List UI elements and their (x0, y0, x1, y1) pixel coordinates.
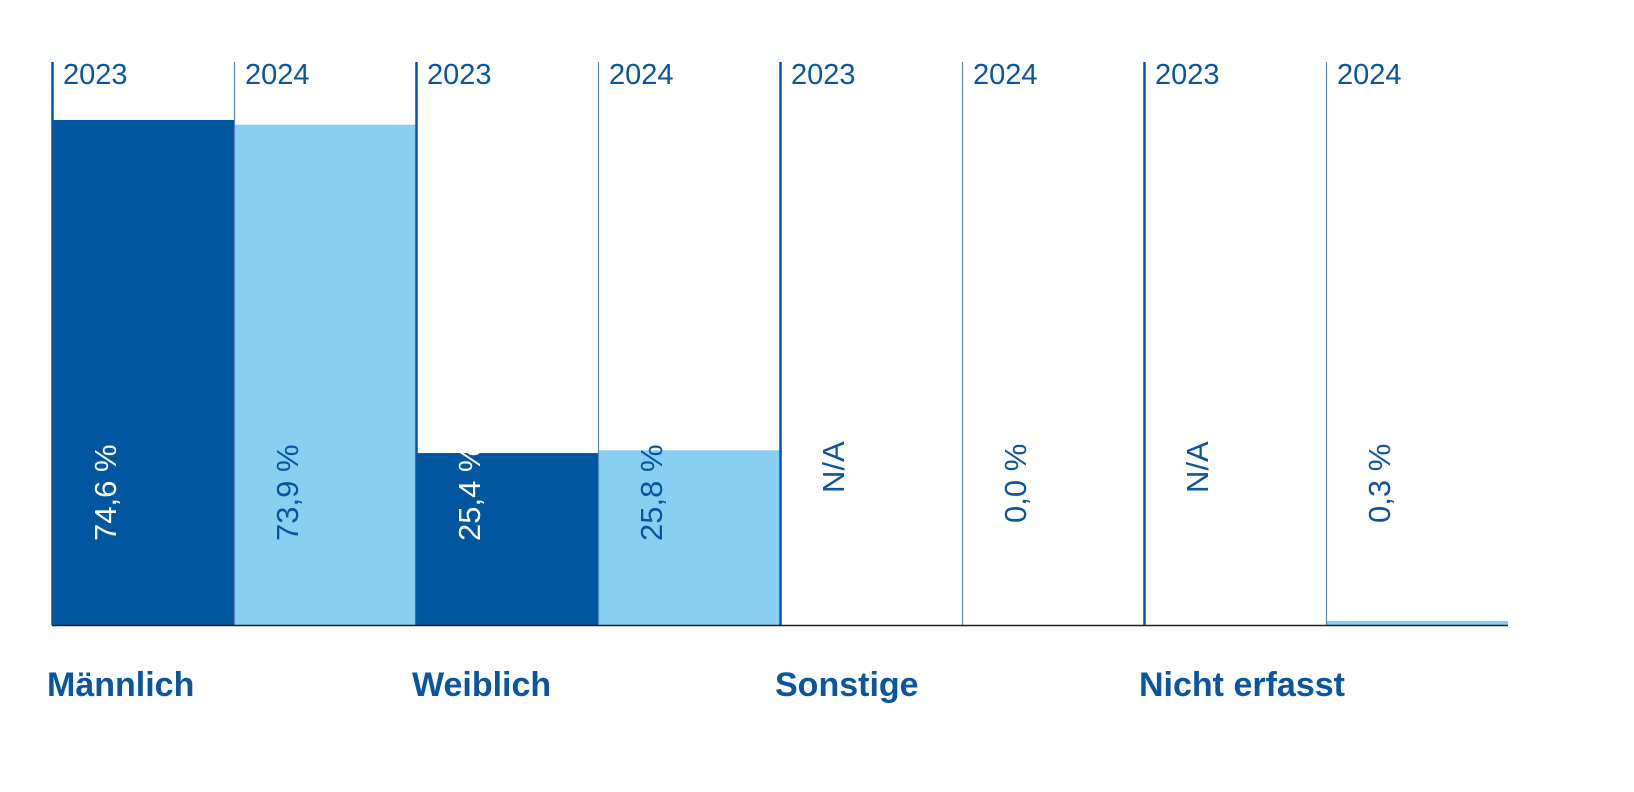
category-label-sonstige: Sonstige (775, 666, 919, 704)
value-label-weiblich-2024: 25,8 % (634, 444, 669, 541)
value-label-männlich-2023: 74,6 % (88, 444, 123, 541)
value-label-männlich-2024: 73,9 % (270, 444, 305, 541)
category-labels: Männlich Weiblich Sonstige Nicht erfasst (47, 666, 1345, 704)
year-label: 2023 (63, 59, 128, 91)
bar-weiblich-2024 (598, 450, 780, 625)
year-label: 2024 (609, 59, 674, 91)
year-label: 2024 (973, 59, 1038, 91)
category-label-weiblich: Weiblich (412, 666, 551, 704)
bars-layer (52, 119, 1508, 626)
year-label: 2024 (245, 59, 310, 91)
value-label-weiblich-2023: 25,4 % (452, 444, 487, 541)
value-label-nicht-erfasst-2023: N/A (1180, 441, 1215, 493)
year-label: 2023 (1155, 59, 1220, 91)
value-label-sonstige-2024: 0,0 % (998, 444, 1033, 523)
year-labels: 2023 2024 2023 2024 2023 2024 2023 2024 (63, 59, 1402, 91)
bar-männlich-2024 (234, 124, 416, 626)
value-label-nicht-erfasst-2024: 0,3 % (1362, 444, 1397, 523)
value-label-sonstige-2023: N/A (816, 441, 851, 493)
category-label-männlich: Männlich (47, 666, 194, 704)
bar-weiblich-2023 (416, 453, 598, 625)
value-labels: 74,6 % 73,9 % 25,4 % 25,8 % N/A 0,0 % N/A 0,3 % (88, 441, 1397, 541)
year-label: 2024 (1337, 59, 1402, 91)
bar-nicht-erfasst-2024 (1326, 621, 1508, 625)
category-label-nicht-erfasst: Nicht erfasst (1139, 666, 1345, 704)
year-label: 2023 (791, 59, 856, 91)
column-dividers (51, 62, 1328, 625)
year-label: 2023 (427, 59, 492, 91)
bar-männlich-2023 (52, 119, 234, 625)
